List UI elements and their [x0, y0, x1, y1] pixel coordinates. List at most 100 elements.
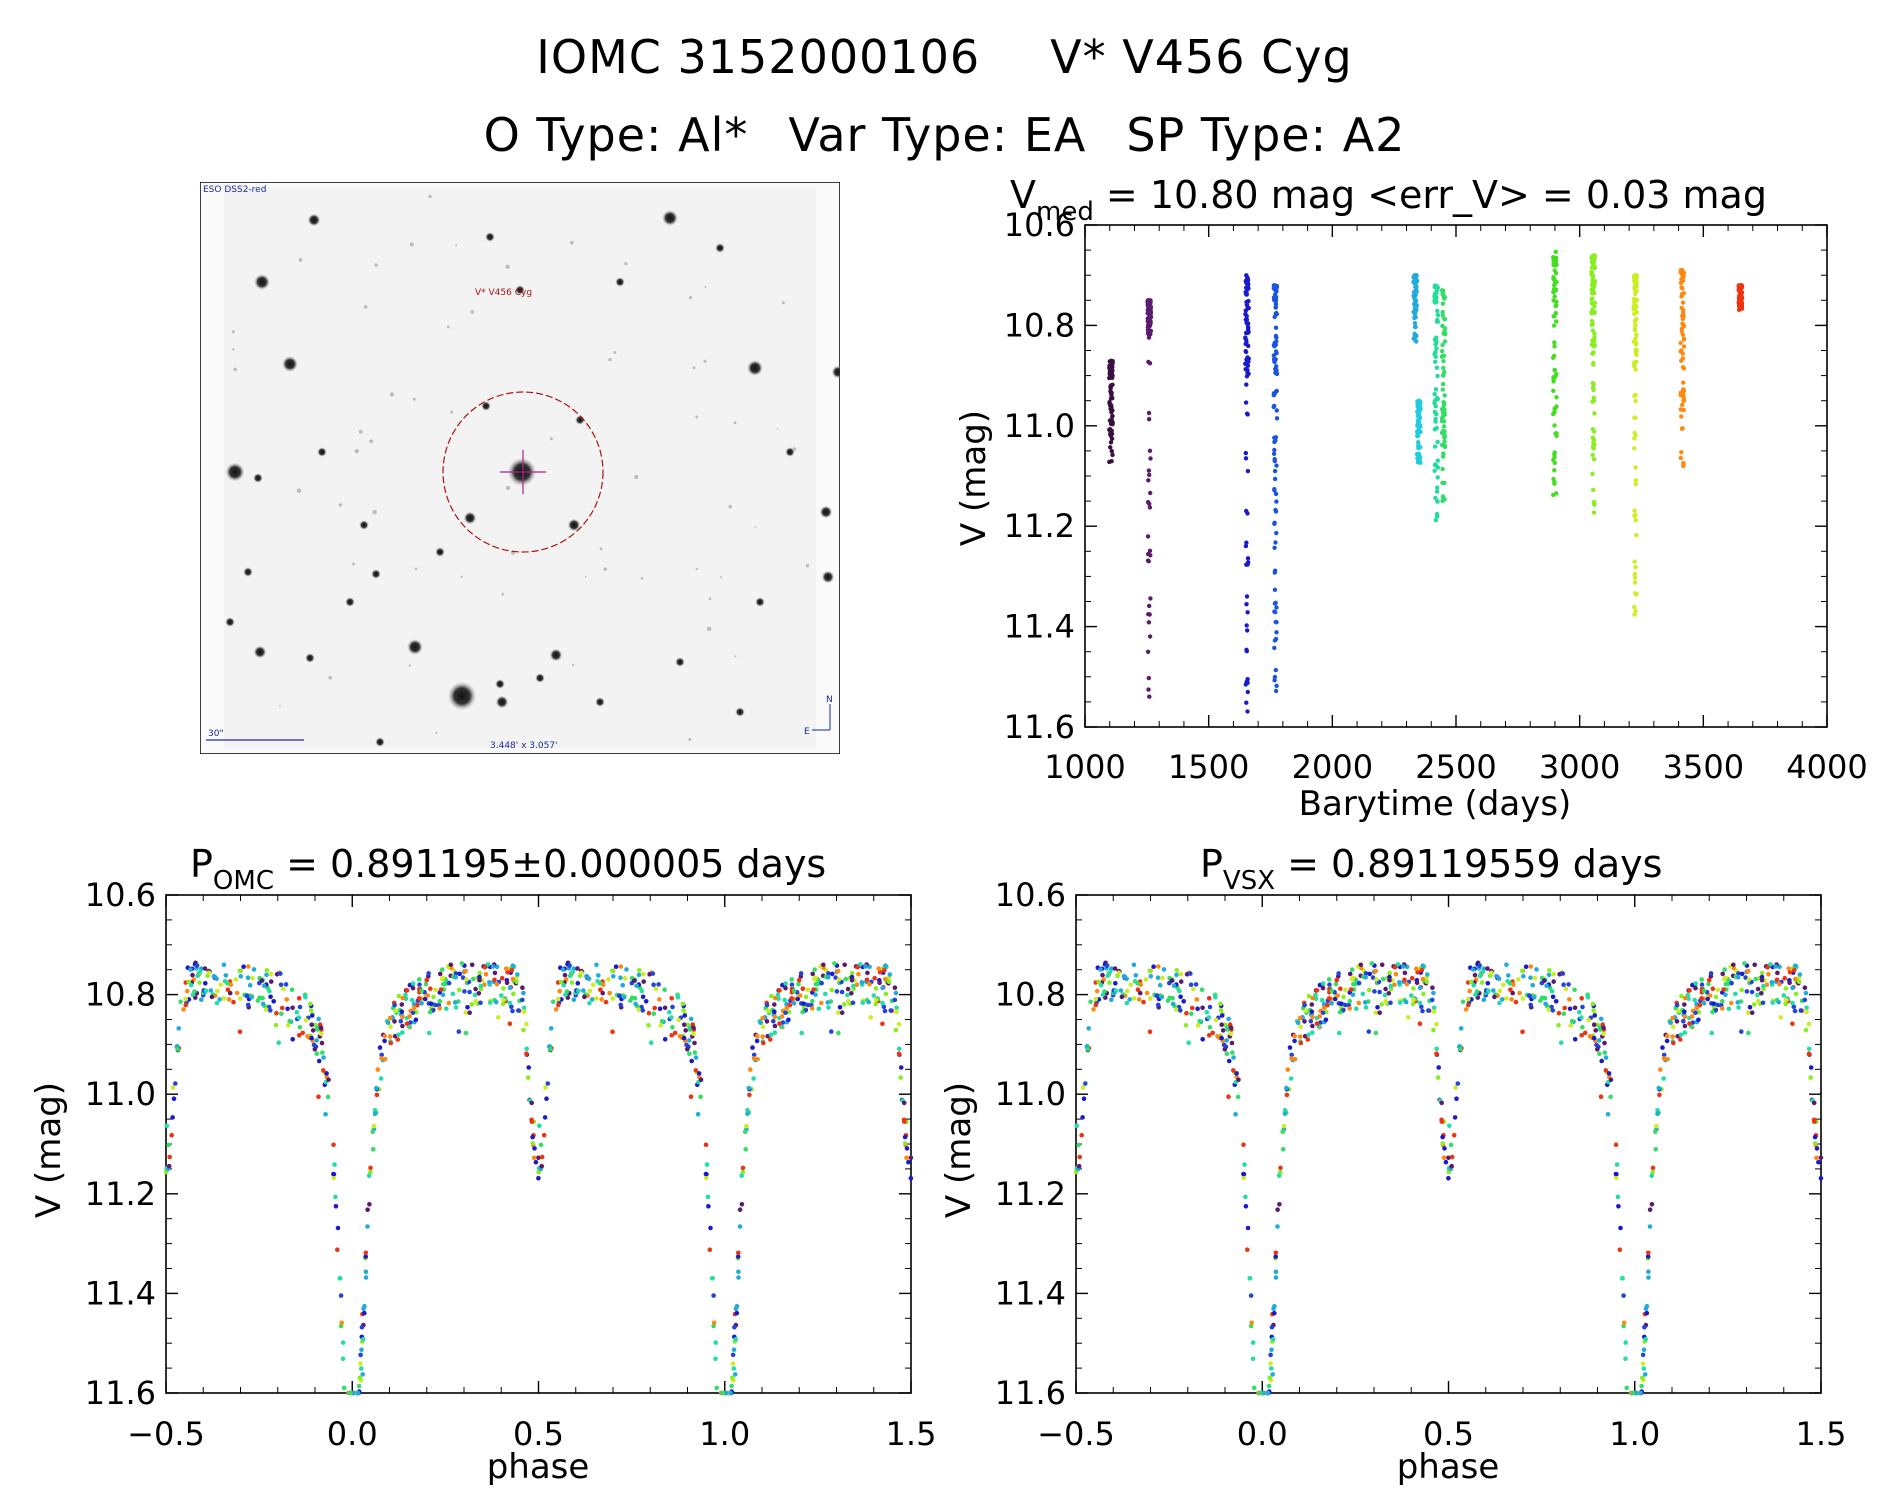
phase_omc-point — [478, 1000, 483, 1006]
finder-star-faint — [733, 421, 737, 424]
phase_vsx-point — [1147, 968, 1152, 974]
phase_omc-point — [542, 1115, 548, 1120]
phase_omc-point — [363, 1275, 369, 1280]
phase_omc-point — [682, 1013, 687, 1018]
lightcurve-point — [1442, 316, 1447, 322]
phase_omc-point — [688, 1016, 694, 1022]
lightcurve-point — [1433, 416, 1438, 422]
phase_vsx-point — [1377, 1010, 1382, 1015]
phase_omc-point — [825, 975, 831, 980]
phase_vsx-point — [1550, 1008, 1556, 1013]
finder-star-faint — [435, 731, 438, 735]
lightcurve-point — [1273, 540, 1278, 545]
phase_omc-point — [622, 975, 628, 981]
lightcurve-point — [1440, 410, 1446, 415]
lightcurve-point — [1551, 290, 1556, 295]
phase_vsx-point — [1266, 1383, 1272, 1389]
phase_vsx-point — [1736, 1005, 1741, 1010]
phase_vsx-point — [1797, 972, 1803, 977]
phase_vsx-point — [1178, 979, 1184, 984]
phase_vsx-point — [1310, 995, 1316, 1001]
phase_omc-point — [296, 1033, 302, 1038]
phase_omc-point — [283, 982, 289, 987]
phase_omc-point — [893, 1027, 899, 1033]
phase_omc-point — [319, 1040, 325, 1046]
phase_vsx-point — [1721, 987, 1726, 992]
phase_vsx-point — [1664, 1038, 1670, 1044]
phase_omc-point — [740, 1169, 746, 1175]
phase_vsx-xtick-label: −0.5 — [1037, 1415, 1115, 1453]
phase_vsx-point — [1491, 988, 1496, 993]
phase_omc-point — [845, 986, 851, 992]
phase_omc-point — [842, 962, 847, 968]
phase_vsx-point — [1213, 995, 1218, 1000]
phase_vsx-point — [1530, 982, 1535, 988]
lightcurve-point — [1440, 466, 1445, 472]
phase_omc-point — [448, 962, 454, 968]
phase_vsx-point — [1655, 1111, 1660, 1116]
lightcurve-point — [1681, 344, 1687, 349]
phase_vsx-point — [1148, 996, 1153, 1001]
phase_omc-point — [279, 1011, 284, 1016]
phase_vsx-point — [1417, 1000, 1423, 1006]
phase_omc-point — [539, 1154, 545, 1160]
phase_vsx-point — [1582, 1030, 1588, 1036]
phase_omc-point — [902, 1141, 908, 1146]
phase_vsx-point — [1579, 1015, 1584, 1020]
phase_vsx-point — [1440, 1141, 1445, 1146]
phase_omc-point — [711, 1293, 716, 1298]
phase_omc-point — [271, 999, 277, 1004]
phase_vsx-point — [1231, 1068, 1236, 1073]
phase_vsx-point — [1602, 1040, 1607, 1046]
finder-star-faint — [372, 509, 377, 515]
phase_vsx-point — [1086, 1026, 1091, 1031]
finder-star-faint — [549, 437, 553, 441]
phase_vsx-point — [1528, 975, 1533, 980]
phase_vsx-point — [1793, 963, 1798, 968]
lightcurve-point — [1442, 369, 1447, 375]
lightcurve-point — [1271, 404, 1276, 410]
phase_vsx-point — [1759, 970, 1765, 976]
phase_omc-point — [467, 1010, 473, 1015]
phase_omc-point — [880, 1021, 885, 1026]
phase_omc-point — [463, 968, 469, 974]
phase_vsx-point — [1424, 979, 1429, 984]
phase_vsx-point — [1219, 1035, 1224, 1041]
lightcurve-point — [1414, 280, 1419, 285]
phase_vsx-point — [1241, 1142, 1246, 1148]
phase_omc-point — [214, 1000, 220, 1006]
phase_omc-point — [416, 977, 422, 982]
phase_omc-point — [760, 1024, 766, 1029]
phase_omc-point — [404, 988, 410, 993]
phase_omc-point — [833, 975, 838, 980]
phase_omc-point — [683, 1028, 688, 1033]
finder-star — [567, 518, 581, 532]
phase_omc-point — [894, 1009, 899, 1015]
phase_omc-point — [504, 980, 510, 986]
phase_omc-point — [783, 1010, 788, 1016]
finder-star — [495, 695, 509, 709]
phase_vsx-point — [1370, 975, 1376, 980]
lightcurve-point — [1272, 674, 1278, 680]
phase_omc-point — [541, 1132, 547, 1138]
lightcurve-point — [1433, 463, 1439, 468]
phase_omc-point — [839, 989, 845, 995]
phase_omc-point — [768, 1037, 773, 1042]
phase_omc-point — [698, 1094, 703, 1100]
phase_vsx-point — [1499, 997, 1505, 1002]
lightcurve-point — [1680, 332, 1686, 337]
phase_omc-point — [184, 988, 190, 994]
phase_vsx-point — [1305, 1037, 1311, 1042]
lightcurve-point — [1147, 313, 1153, 318]
phase_omc-point — [392, 1002, 397, 1008]
var-type: Var Type: EA — [788, 108, 1087, 162]
phase_omc-point — [908, 1175, 914, 1181]
phase_omc-point — [524, 1046, 529, 1052]
phase_omc-point — [278, 971, 283, 976]
phase_vsx-point — [1116, 970, 1122, 976]
lightcurve-point — [1147, 694, 1152, 699]
phase_omc-point — [217, 997, 222, 1002]
lightcurve-point — [1109, 418, 1114, 423]
phase_vsx-point — [1411, 986, 1416, 991]
lightcurve-point — [1592, 300, 1598, 305]
